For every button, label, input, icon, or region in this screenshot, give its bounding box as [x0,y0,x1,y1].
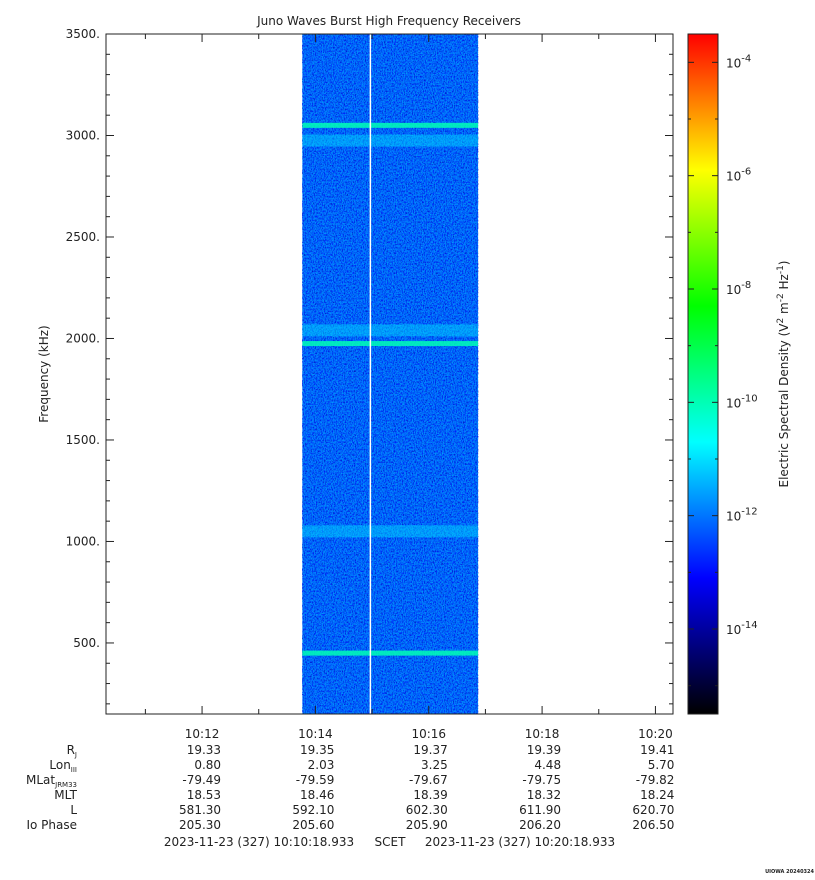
ephemeris-value: -79.82 [636,773,675,787]
ephemeris-value: 18.46 [300,788,334,802]
ephemeris-value: 18.53 [187,788,221,802]
y-tick-label: 2000. [66,331,100,345]
ephemeris-value: 4.48 [534,758,561,772]
ephemeris-value: 2.03 [308,758,335,772]
colorbar-ticks: 10-4 10-6 10-8 10-10 10-12 10-14 [688,53,758,687]
ephemeris-value: 611.90 [519,803,561,817]
emission-band [302,324,479,337]
x-tick-label: 10:20 [638,727,673,741]
plot-frame [105,33,674,715]
ephemeris-label: L [70,803,77,817]
ephemeris-value: 581.30 [179,803,221,817]
ephemeris-value: 18.32 [527,788,561,802]
ephemeris-value: 19.37 [413,743,447,757]
ephemeris-value: 620.70 [632,803,674,817]
x-tick-label: 10:12 [185,727,220,741]
y-tick-label: 500. [73,636,100,650]
ephemeris-value: 18.24 [640,788,674,802]
ephemeris-value: 205.30 [179,818,221,832]
colorbar-label: Electric Spectral Density (V2 m-2 Hz-1) [776,260,791,487]
colorbar-tick-label: 10-12 [726,507,758,524]
ephemeris-value: 592.10 [292,803,334,817]
colorbar-tick-label: 10-14 [726,620,758,637]
ephemeris-value: 206.50 [632,818,674,832]
colorbar-tick-label: 10-8 [726,280,751,297]
y-tick-label: 2500. [66,230,100,244]
scet-start: 2023-11-23 (327) 10:10:18.933 [164,835,354,849]
ephemeris-value: -79.67 [409,773,448,787]
ephemeris-label: LonIII [49,758,77,774]
ephemeris-value: 602.30 [406,803,448,817]
ephemeris-value: 205.90 [406,818,448,832]
y-axis-label: Frequency (kHz) [37,325,51,422]
ephemeris-value: 19.39 [527,743,561,757]
ephemeris-table: RJ 19.33 19.35 19.37 19.39 19.41 LonIII 0.80 2.0… [26,743,674,832]
emission-band [302,650,479,656]
ephemeris-value: 19.35 [300,743,334,757]
x-tick-label: 10:14 [298,727,333,741]
spectrogram-data [302,34,479,714]
ephemeris-value: -79.49 [182,773,221,787]
y-axis: 500. 1000. 1500. 2000. 2500. 3000. 3500. [66,27,673,705]
scet-label: SCET [375,835,407,849]
colorbar-tick-label: 10-10 [726,393,758,410]
y-tick-label: 3000. [66,128,100,142]
ephemeris-value: 19.41 [640,743,674,757]
watermark: UIOWA 20240324 [765,869,814,875]
y-tick-label: 1500. [66,433,100,447]
spectrogram-noise-bright [302,34,479,714]
ephemeris-value: -79.59 [296,773,335,787]
colorbar-tick-label: 10-4 [726,53,751,70]
x-axis: 10:12 10:14 10:16 10:18 10:20 [144,34,673,741]
y-tick-label: 1000. [66,534,100,548]
emission-band [302,122,479,128]
emission-band [302,341,479,347]
x-tick-label: 10:18 [525,727,560,741]
colorbar-scale [687,33,719,715]
ephemeris-value: 0.80 [194,758,221,772]
ephemeris-value: 5.70 [648,758,675,772]
emission-band [302,134,479,147]
ephemeris-label: MLT [54,788,77,802]
ephemeris-value: 18.39 [413,788,447,802]
ephemeris-label: RJ [67,743,77,759]
colorbar-tick-label: 10-6 [726,167,751,184]
ephemeris-value: 205.60 [292,818,334,832]
y-tick-label: 3500. [66,27,100,41]
ephemeris-label: MLatJRM33 [26,773,77,789]
emission-band [302,525,479,538]
ephemeris-value: -79.75 [522,773,561,787]
colorbar [687,33,719,715]
chart-title: Juno Waves Burst High Frequency Receiver… [256,14,521,28]
ephemeris-label: Io Phase [26,818,77,832]
ephemeris-value: 3.25 [421,758,448,772]
ephemeris-value: 19.33 [187,743,221,757]
scet-end: 2023-11-23 (327) 10:20:18.933 [425,835,615,849]
x-tick-label: 10:16 [411,727,446,741]
ephemeris-value: 206.20 [519,818,561,832]
